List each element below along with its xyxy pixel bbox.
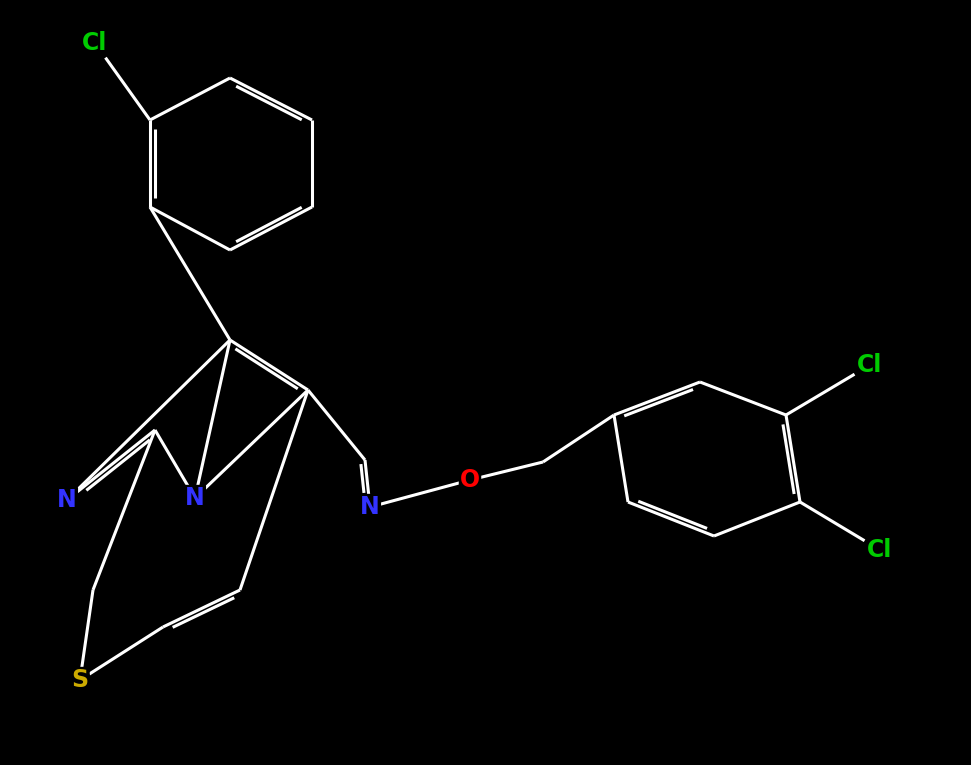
Text: N: N: [360, 495, 380, 519]
Text: N: N: [57, 488, 77, 512]
Text: Cl: Cl: [867, 538, 892, 562]
Text: Cl: Cl: [857, 353, 883, 377]
Text: O: O: [460, 468, 480, 492]
Text: S: S: [72, 668, 88, 692]
Text: N: N: [185, 486, 205, 510]
Text: Cl: Cl: [83, 31, 108, 55]
